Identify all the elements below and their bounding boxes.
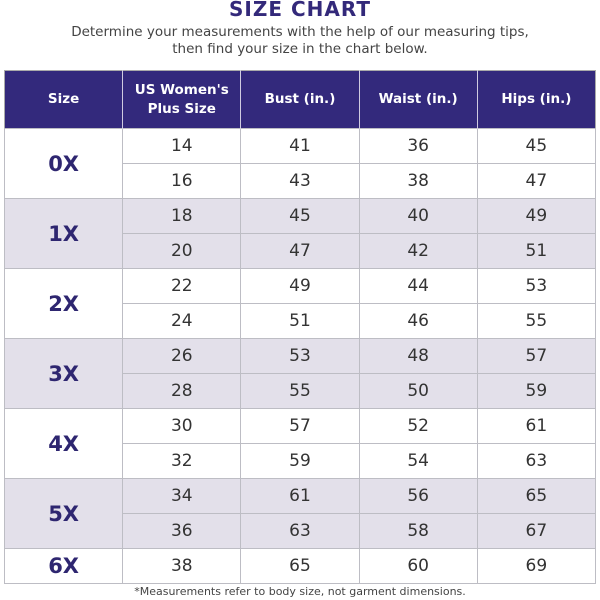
us-size-cell: 32 [122,443,242,479]
table-row: 36 63 58 67 [5,513,597,549]
hips-cell: 69 [476,548,597,584]
subtitle-line-2: then find your size in the chart below. [172,41,428,57]
hips-cell: 55 [476,303,597,339]
header-hips: Hips (in.) [476,70,596,129]
header-bust: Bust (in.) [240,70,360,129]
waist-cell: 46 [358,303,478,339]
hips-cell: 47 [476,163,597,199]
us-size-cell: 34 [122,478,242,514]
us-size-cell: 28 [122,373,242,409]
us-size-cell: 16 [122,163,242,199]
table-row: 5X 34 61 56 65 [3,478,597,549]
bust-cell: 43 [240,163,360,199]
bust-cell: 63 [240,513,360,549]
table-row: 4X 30 57 52 61 [3,408,597,479]
page-title: SIZE CHART [228,0,371,21]
hips-cell: 53 [476,268,597,304]
size-label: 4X [3,408,124,479]
bust-cell: 45 [240,198,360,234]
header-size: Size [4,70,123,129]
subtitle-line-1: Determine your measurements with the hel… [71,24,529,40]
us-size-cell: 38 [122,548,242,584]
hips-cell: 57 [476,338,597,374]
waist-cell: 48 [358,338,478,374]
bust-cell: 53 [240,338,360,374]
size-chart-table: Size US Women's Plus Size Bust (in.) Wai… [3,70,597,584]
table-row: 2X 22 49 44 53 [3,268,597,339]
us-size-cell: 24 [122,303,242,339]
waist-cell: 58 [358,513,478,549]
header-row: Size US Women's Plus Size Bust (in.) Wai… [4,70,596,129]
waist-cell: 44 [358,268,478,304]
table-row: 20 47 42 51 [5,233,597,269]
header-us-size: US Women's Plus Size [122,70,241,129]
header-waist: Waist (in.) [358,70,478,129]
footnote: *Measurements refer to body size, not ga… [134,585,466,598]
bust-cell: 57 [240,408,360,444]
waist-cell: 40 [358,198,478,234]
table-row: 16 43 38 47 [5,163,597,199]
size-label: 0X [3,128,124,199]
hips-cell: 67 [476,513,597,549]
waist-cell: 42 [358,233,478,269]
table-row: 6X 38 65 60 69 [3,548,597,584]
table-row: 0X 14 41 36 45 [3,128,597,199]
waist-cell: 60 [358,548,478,584]
table-row: 32 59 54 63 [5,443,597,479]
hips-cell: 61 [476,408,597,444]
table-row: 28 55 50 59 [5,373,597,409]
hips-cell: 51 [476,233,597,269]
us-size-cell: 26 [122,338,242,374]
table-row: 24 51 46 55 [5,303,597,339]
us-size-cell: 30 [122,408,242,444]
bust-cell: 59 [240,443,360,479]
hips-cell: 63 [476,443,597,479]
us-size-cell: 36 [122,513,242,549]
table-row: 3X 26 53 48 57 [3,338,597,409]
size-label: 1X [3,198,124,269]
hips-cell: 49 [476,198,597,234]
table-row: 1X 18 45 40 49 [3,198,597,269]
waist-cell: 38 [358,163,478,199]
bust-cell: 41 [240,128,360,164]
size-label: 2X [3,268,124,339]
header-us-size-label: US Women's Plus Size [134,81,229,117]
bust-cell: 61 [240,478,360,514]
us-size-cell: 20 [122,233,242,269]
bust-cell: 51 [240,303,360,339]
bust-cell: 49 [240,268,360,304]
waist-cell: 52 [358,408,478,444]
us-size-cell: 18 [122,198,242,234]
hips-cell: 45 [476,128,597,164]
waist-cell: 54 [358,443,478,479]
hips-cell: 65 [476,478,597,514]
us-size-cell: 14 [122,128,242,164]
bust-cell: 55 [240,373,360,409]
waist-cell: 56 [358,478,478,514]
hips-cell: 59 [476,373,597,409]
size-label: 5X [3,478,124,549]
size-label: 6X [3,548,124,584]
waist-cell: 50 [358,373,478,409]
waist-cell: 36 [358,128,478,164]
size-label: 3X [3,338,124,409]
bust-cell: 47 [240,233,360,269]
bust-cell: 65 [240,548,360,584]
us-size-cell: 22 [122,268,242,304]
